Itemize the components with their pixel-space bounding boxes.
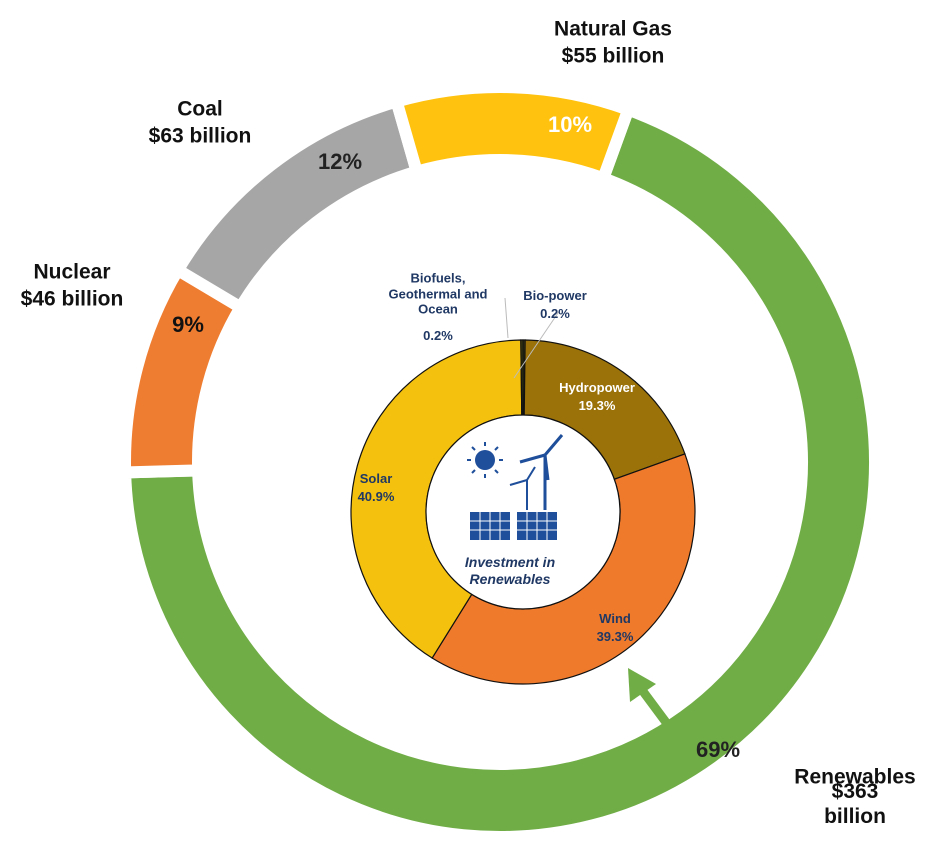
donut-segment xyxy=(520,339,524,416)
category-label: Coal xyxy=(177,97,223,121)
category-label: Solar xyxy=(359,471,393,487)
value-label: 10% xyxy=(547,111,593,137)
arrow xyxy=(628,668,672,728)
value-label: 0.2% xyxy=(540,306,570,322)
category-label: Wind xyxy=(599,611,631,627)
value-label: 9% xyxy=(172,311,204,337)
amount-label: $63 billion xyxy=(148,124,252,148)
value-label: 12% xyxy=(317,148,363,174)
leader-line xyxy=(513,309,561,379)
icon xyxy=(467,434,564,540)
value-label: 0.2% xyxy=(423,328,453,344)
value-label: 39.3% xyxy=(596,629,634,645)
donuts xyxy=(118,81,881,843)
category-label: Nuclear xyxy=(33,260,111,284)
amount-label: $46 billion xyxy=(20,287,124,311)
inner-title: Investment in Renewables xyxy=(464,554,556,587)
amount-label: $55 billion xyxy=(561,44,665,68)
amount-label: $363 billion xyxy=(824,779,886,828)
value-label: 19.3% xyxy=(578,398,616,414)
leader-line xyxy=(504,297,509,339)
category-label: Renewables xyxy=(794,765,916,789)
category-label: Bio-power xyxy=(523,288,587,304)
donut-segment xyxy=(389,81,636,186)
value-label: 40.9% xyxy=(357,489,395,505)
category-label: Natural Gas xyxy=(554,17,672,41)
category-label: Hydropower xyxy=(559,380,635,396)
donut-segment xyxy=(118,101,881,843)
category-label: Biofuels, Geothermal and Ocean xyxy=(388,270,488,317)
value-label: 69% xyxy=(695,736,741,762)
